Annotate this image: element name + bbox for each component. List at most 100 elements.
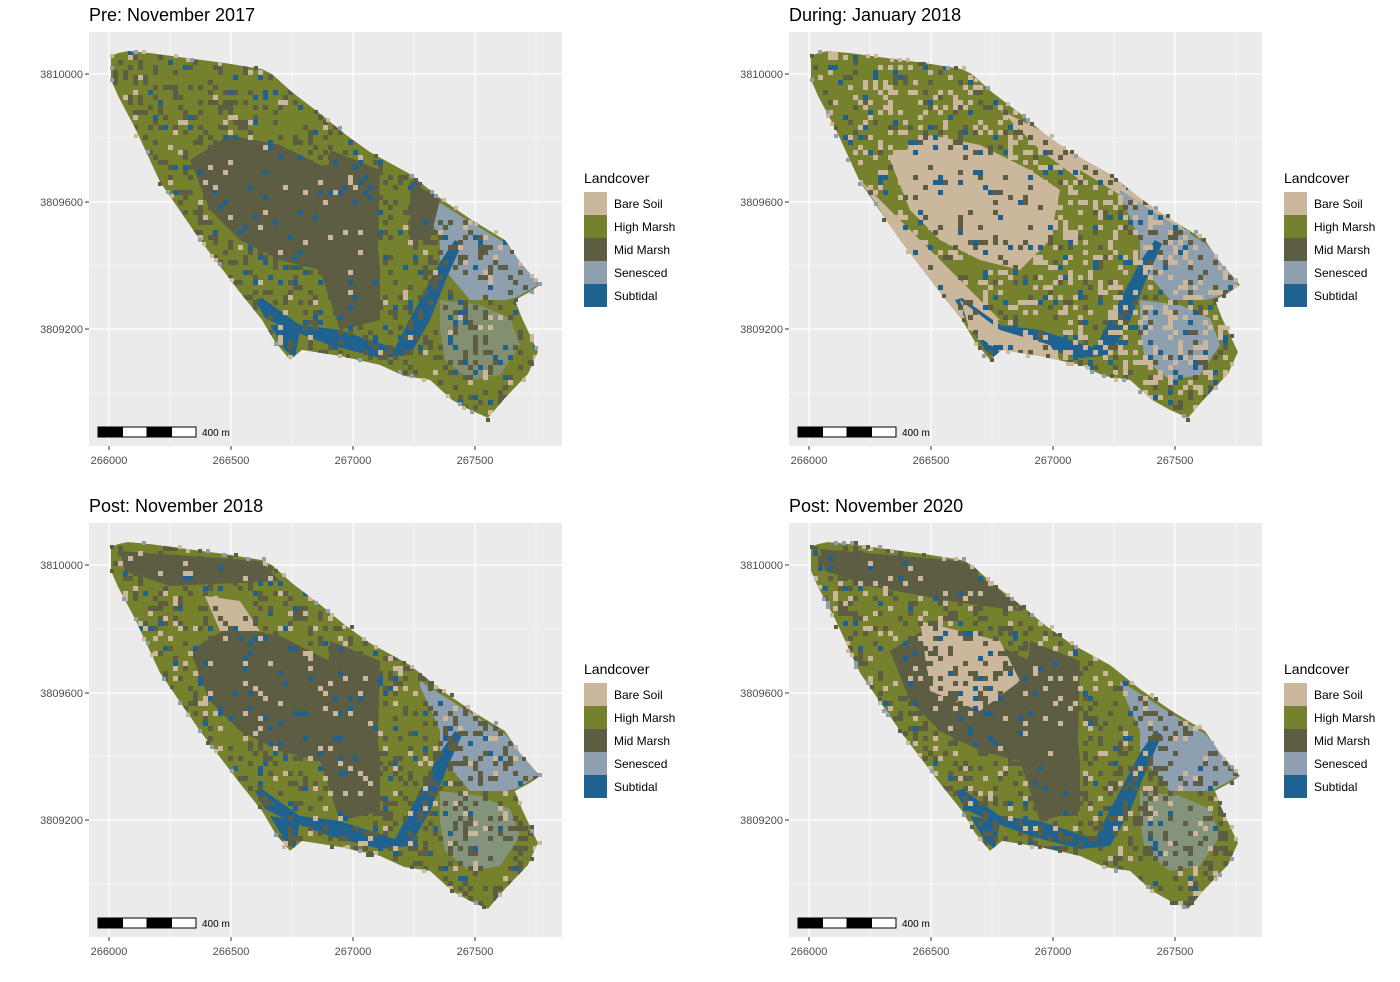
raster-cell [873,70,878,75]
raster-cell [258,200,263,205]
raster-cell [308,656,313,661]
raster-cell [963,661,968,666]
raster-cell [1058,791,1063,796]
raster-cell [1063,305,1068,310]
y-axis-tick-label: 3809600 [40,197,83,209]
raster-cell [248,250,253,255]
raster-cell [393,716,398,721]
raster-cell [1023,310,1028,315]
raster-cell [533,776,538,781]
raster-cell [1003,626,1008,631]
edge-cell [246,557,250,561]
raster-cell [868,561,873,566]
raster-cell [953,95,958,100]
raster-cell [1018,130,1023,135]
edge-cell [1214,254,1218,258]
raster-cell [393,726,398,731]
raster-cell [398,295,403,300]
raster-cell [1033,255,1038,260]
raster-cell [1048,220,1053,225]
raster-cell [1083,771,1088,776]
raster-cell [248,220,253,225]
raster-cell [443,726,448,731]
x-axis-tick-label: 266000 [791,455,828,467]
edge-cell [186,549,190,553]
raster-cell [203,566,208,571]
raster-cell [383,355,388,360]
raster-cell [978,591,983,596]
raster-cell [943,591,948,596]
raster-cell [128,51,133,55]
raster-cell [1028,626,1033,631]
raster-cell [458,801,463,806]
raster-cell [363,290,368,295]
raster-cell [433,781,438,786]
raster-cell [393,766,398,771]
scale-bar-segment [797,917,823,929]
raster-cell [1178,405,1183,410]
raster-cell [1158,746,1163,751]
raster-cell [233,280,238,285]
raster-cell [1093,200,1098,205]
raster-cell [493,726,498,731]
raster-cell [1133,766,1138,771]
raster-cell [353,761,358,766]
edge-cell [1070,641,1074,645]
raster-cell [388,776,393,781]
raster-cell [1123,691,1128,696]
raster-cell [1223,335,1228,340]
raster-cell [1168,801,1173,806]
raster-cell [1198,310,1203,315]
edge-cell [398,370,402,374]
raster-cell [978,100,983,105]
raster-cell [378,671,383,676]
raster-cell [1183,295,1188,300]
raster-cell [983,716,988,721]
raster-cell [363,841,368,846]
raster-cell [183,150,188,155]
raster-cell [1093,350,1098,355]
raster-cell [1028,140,1033,145]
raster-cell [968,90,973,95]
edge-cell [1214,386,1218,390]
raster-cell [968,591,973,596]
raster-cell [178,95,183,100]
raster-cell [513,771,518,776]
raster-cell [358,230,363,235]
edge-cell [530,338,534,342]
raster-cell [1148,360,1153,365]
raster-cell [1148,325,1153,330]
raster-cell [1153,856,1158,861]
raster-cell [403,781,408,786]
raster-cell [228,671,233,676]
raster-cell [448,340,453,345]
raster-cell [858,551,863,556]
raster-cell [453,706,458,711]
raster-cell [858,571,863,576]
raster-cell [1153,310,1158,315]
raster-cell [1063,766,1068,771]
raster-cell [978,676,983,681]
raster-cell [1108,761,1113,766]
raster-cell [333,275,338,280]
raster-cell [173,85,178,90]
raster-cell [1118,746,1123,751]
raster-cell [318,270,323,275]
raster-cell [308,320,313,325]
raster-cell [1093,826,1098,831]
raster-cell [1173,235,1178,240]
raster-cell [1168,315,1173,320]
raster-cell [163,621,168,626]
raster-cell [1108,350,1113,355]
raster-cell [938,696,943,701]
raster-cell [268,145,273,150]
raster-cell [253,115,258,120]
raster-cell [413,260,418,265]
raster-cell [968,160,973,165]
raster-cell [463,891,468,896]
raster-cell [333,210,338,215]
raster-cell [338,315,343,320]
raster-cell [433,711,438,716]
raster-cell [498,360,503,365]
raster-cell [348,140,353,145]
